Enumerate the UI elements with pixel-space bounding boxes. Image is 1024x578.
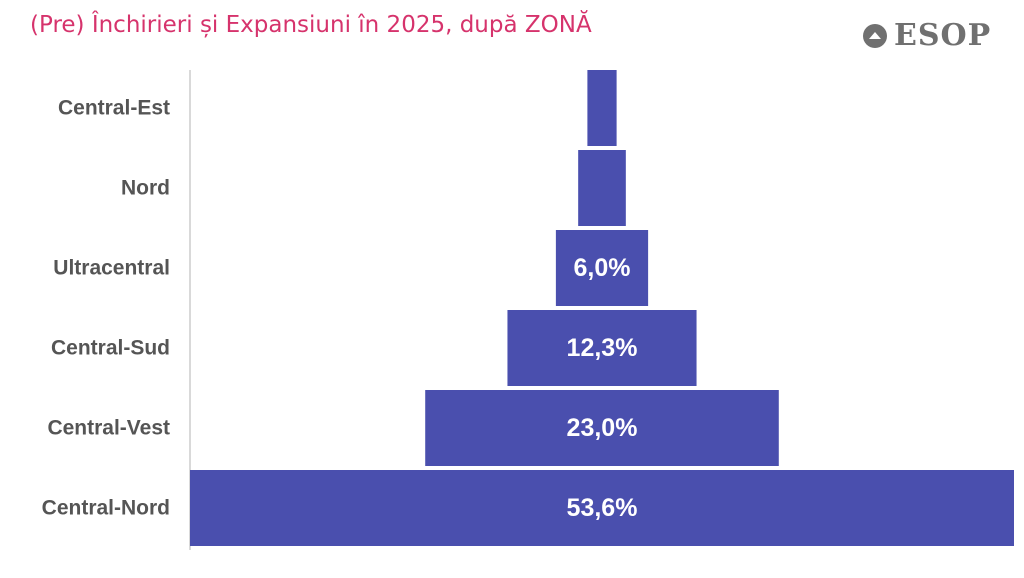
bar-central-nord — [190, 470, 1014, 546]
esop-logo: ESOP — [862, 18, 991, 54]
bar-central-vest — [425, 390, 779, 466]
data-label: 23,0% — [567, 414, 638, 442]
category-label: Central-Sud — [51, 337, 170, 360]
category-label: Central-Nord — [42, 497, 170, 520]
bar-nord — [578, 150, 626, 226]
bar-central-est — [587, 70, 617, 146]
chart-title: (Pre) Închirieri și Expansiuni în 2025, … — [30, 12, 592, 38]
bar-central-sud — [507, 310, 697, 386]
data-label: 6,0% — [574, 254, 631, 282]
category-label: Central-Vest — [47, 417, 170, 440]
data-label: 53,6% — [567, 494, 638, 522]
category-label: Nord — [121, 177, 170, 200]
logo-text: ESOP — [894, 18, 992, 53]
up-arrow-circle-icon — [863, 24, 887, 48]
category-label: Central-Est — [58, 97, 170, 120]
category-label: Ultracentral — [53, 257, 170, 280]
data-label: 12,3% — [567, 334, 638, 362]
bar-ultracentral — [555, 230, 649, 306]
